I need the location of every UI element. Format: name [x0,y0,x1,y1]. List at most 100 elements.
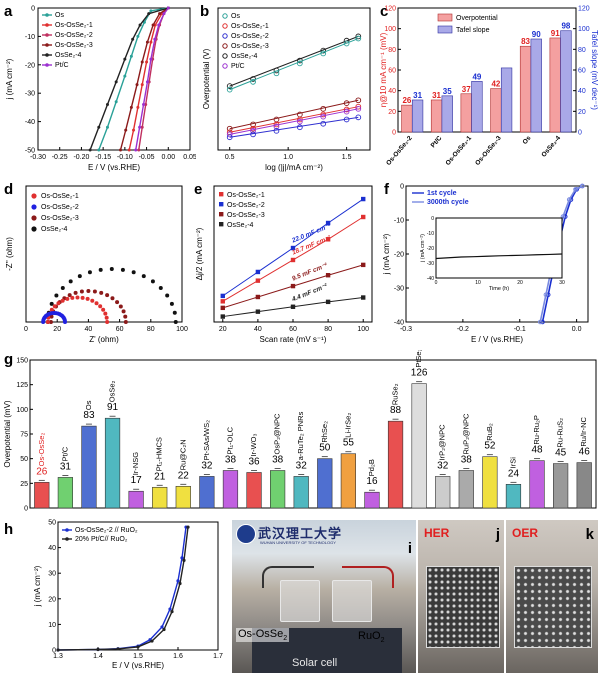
data-point-b [355,105,362,112]
x-category-label-g: RuB₂ [485,423,494,441]
x-category-label-c: Os-OsSe₂-2 [385,134,414,166]
data-point-a [124,128,128,132]
x-tick-label-d: 60 [116,326,124,333]
nyquist-point [172,310,177,315]
legend-marker-a [45,63,49,67]
x-category-label-g: Pt/C [60,446,69,461]
bar-tafel [441,95,453,133]
bar-g [104,417,121,509]
fit-line-b [229,116,359,138]
data-point-a [119,148,123,152]
legend-label-overpotential: Overpotential [456,15,498,22]
data-label-tafel: 90 [532,30,541,39]
bar-g [411,383,427,509]
data-point-b [343,40,350,47]
data-point-b [226,134,233,141]
x-axis-label-h: E / V (vs.RHE) [112,661,164,670]
nyquist-point [165,293,170,298]
data-point-b [320,50,327,57]
nyquist-point [80,295,85,300]
data-point-a [145,60,149,64]
bar-tafel [500,67,513,133]
data-point-b [355,114,362,121]
x-tick-label-h: 1.4 [93,653,103,660]
legend-marker-b [222,23,228,29]
y-tick-label-h: 20 [48,596,56,603]
nyquist-point [87,270,92,275]
x-tick-label-d: 80 [147,326,155,333]
nyquist-point [70,295,75,300]
x-category-label-g: Ru-Ru₂P [532,415,541,445]
y-tick-label-f: -20 [394,252,404,259]
x-tick-label-a: 0.00 [161,154,175,161]
bar-g [576,462,592,509]
data-point-h [136,645,140,649]
x-category-label-c: Pt/C [430,135,444,150]
bar-g [152,486,168,509]
x-tick-label-f: 0.0 [572,326,582,333]
panel-e: e 20 40 60 80 100 Scan rate (mV s⁻¹) Δj/2 (mA c… [190,180,380,350]
x-category-label-g: RuP₂@NPC [461,413,470,455]
data-point-a [138,125,142,129]
data-label-g: 83 [83,410,95,421]
nyquist-point [63,320,67,324]
panel-k-photo: OER k [506,520,598,673]
y2-axis-label-c: Tafel slope (mV dec⁻¹) [590,30,599,110]
data-point-b [226,125,233,132]
data-point-h [178,581,182,586]
data-label-g: 32 [296,460,308,471]
panel-f-svg: f -0.3 -0.2 -0.1 0.0 0 -10 -20 -30 -40 E / V (vs.R… [382,181,589,344]
nyquist-point [101,307,106,312]
data-point-b [226,83,233,89]
x-category-label-g: Os [84,400,93,410]
legend-marker-h [65,528,69,532]
data-label-overpotential: 83 [521,37,530,46]
legend-label-h: 20% Pt/C// RuO₂ [75,536,128,543]
data-point-a [114,100,118,104]
data-point-e [361,196,366,202]
legend-label-d: Os-OsSe₂-3 [41,215,79,222]
data-label-g: 52 [484,441,496,452]
data-point-b [250,78,256,85]
data-point-a [135,83,139,87]
data-point-a [137,148,141,152]
x-category-label-g: IrSi [508,457,517,469]
data-label-g: 24 [508,468,520,479]
x-category-label-c: OsSe₂-4 [540,134,562,158]
x-tick-label-h: 1.5 [133,653,143,660]
data-point-a [144,103,148,107]
nyquist-point [110,296,115,301]
legend-label-e: Os-OsSe₂-2 [227,202,265,209]
nyquist-point [169,301,174,306]
panel-h-label: h [4,521,13,538]
data-point-b [273,70,280,77]
legend-label-d: OsSe₂-4 [41,226,68,233]
legend-label-e: Os-OsSe₂-1 [227,192,265,199]
x-axis-label-b: log (|j|/mA cm⁻²) [265,163,323,172]
legend-label-b: OsSe₂-4 [231,53,258,60]
data-point-a [136,105,140,109]
y-tick-label-h: 30 [48,571,56,578]
nyquist-point [118,304,123,309]
legend-label-a: Os-OsSe₂-2 [55,32,93,39]
y-tick-label-c: 20 [388,109,396,116]
chart-a-frame [37,7,191,151]
x-tick-label-h: 1.7 [213,653,223,660]
inset-x-tick-label: 20 [517,280,523,286]
bar-tafel [471,81,483,133]
data-point-e [361,214,366,220]
x-category-label-g: Li-IrSe₂ [343,413,352,438]
bar-g [246,472,262,509]
bar-g [317,458,333,509]
data-point-e [361,295,366,300]
y-tick-label-a: 0 [31,6,35,13]
data-point-f [580,183,585,189]
data-point-a [138,23,142,27]
nyquist-point [75,295,80,300]
nyquist-point [54,293,59,298]
bar-g [482,456,498,509]
nyquist-point [120,267,125,272]
data-point-b [320,105,327,112]
y-tick-label-a: -10 [25,34,35,41]
data-label-g: 36 [248,456,260,467]
